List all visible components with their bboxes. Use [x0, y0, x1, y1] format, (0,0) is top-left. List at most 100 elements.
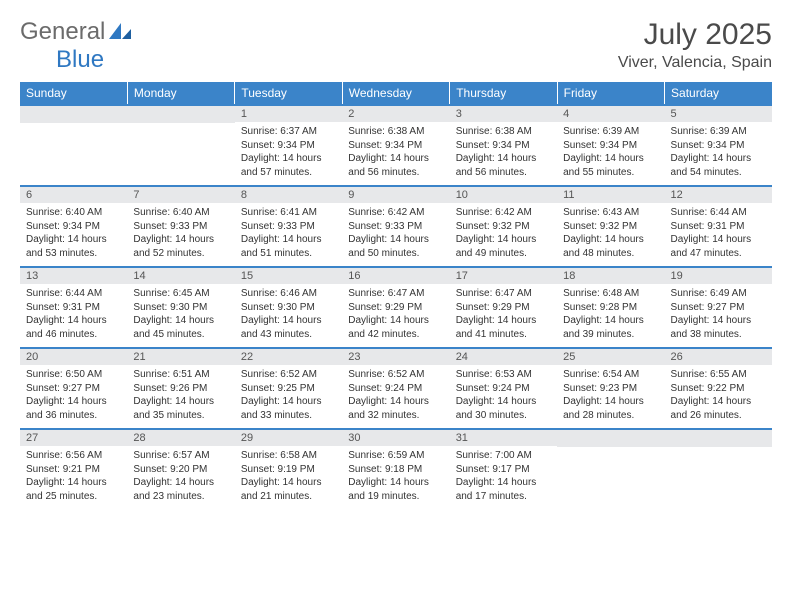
calendar-day-cell — [20, 105, 127, 186]
calendar-day-cell: 27Sunrise: 6:56 AMSunset: 9:21 PMDayligh… — [20, 429, 127, 509]
day-detail: Sunrise: 6:42 AMSunset: 9:33 PMDaylight:… — [342, 203, 449, 266]
weekday-header-row: SundayMondayTuesdayWednesdayThursdayFrid… — [20, 82, 772, 105]
day-number: 10 — [450, 187, 557, 203]
calendar-day-cell: 24Sunrise: 6:53 AMSunset: 9:24 PMDayligh… — [450, 348, 557, 429]
calendar-week-row: 27Sunrise: 6:56 AMSunset: 9:21 PMDayligh… — [20, 429, 772, 509]
calendar-day-cell: 31Sunrise: 7:00 AMSunset: 9:17 PMDayligh… — [450, 429, 557, 509]
day-number: 9 — [342, 187, 449, 203]
day-line: Sunrise: 6:39 AM — [563, 125, 658, 139]
header: GeneralBlue July 2025 Viver, Valencia, S… — [20, 18, 772, 74]
day-number: 18 — [557, 268, 664, 284]
day-line: Sunset: 9:23 PM — [563, 382, 658, 396]
calendar-day-cell: 17Sunrise: 6:47 AMSunset: 9:29 PMDayligh… — [450, 267, 557, 348]
calendar-day-cell: 15Sunrise: 6:46 AMSunset: 9:30 PMDayligh… — [235, 267, 342, 348]
day-detail: Sunrise: 6:47 AMSunset: 9:29 PMDaylight:… — [450, 284, 557, 347]
day-detail: Sunrise: 6:49 AMSunset: 9:27 PMDaylight:… — [665, 284, 772, 347]
day-number: 7 — [127, 187, 234, 203]
day-detail: Sunrise: 6:54 AMSunset: 9:23 PMDaylight:… — [557, 365, 664, 428]
day-detail: Sunrise: 6:50 AMSunset: 9:27 PMDaylight:… — [20, 365, 127, 428]
day-line: Daylight: 14 hours and 19 minutes. — [348, 476, 443, 503]
calendar-day-cell: 6Sunrise: 6:40 AMSunset: 9:34 PMDaylight… — [20, 186, 127, 267]
day-line: Sunset: 9:34 PM — [348, 139, 443, 153]
day-number: 13 — [20, 268, 127, 284]
calendar-day-cell: 28Sunrise: 6:57 AMSunset: 9:20 PMDayligh… — [127, 429, 234, 509]
day-line: Sunset: 9:22 PM — [671, 382, 766, 396]
day-line: Sunrise: 6:43 AM — [563, 206, 658, 220]
day-line: Daylight: 14 hours and 53 minutes. — [26, 233, 121, 260]
day-line: Sunset: 9:32 PM — [563, 220, 658, 234]
day-number: 29 — [235, 430, 342, 446]
day-line: Daylight: 14 hours and 56 minutes. — [456, 152, 551, 179]
day-line: Daylight: 14 hours and 48 minutes. — [563, 233, 658, 260]
day-line: Daylight: 14 hours and 25 minutes. — [26, 476, 121, 503]
day-number: 12 — [665, 187, 772, 203]
day-number: 11 — [557, 187, 664, 203]
day-detail: Sunrise: 6:40 AMSunset: 9:34 PMDaylight:… — [20, 203, 127, 266]
day-line: Daylight: 14 hours and 55 minutes. — [563, 152, 658, 179]
day-line: Sunset: 9:26 PM — [133, 382, 228, 396]
day-number: 21 — [127, 349, 234, 365]
day-line: Sunset: 9:33 PM — [241, 220, 336, 234]
day-line: Sunrise: 6:40 AM — [133, 206, 228, 220]
weekday-header: Wednesday — [342, 82, 449, 105]
calendar-week-row: 1Sunrise: 6:37 AMSunset: 9:34 PMDaylight… — [20, 105, 772, 186]
day-line: Sunset: 9:31 PM — [26, 301, 121, 315]
day-detail: Sunrise: 6:53 AMSunset: 9:24 PMDaylight:… — [450, 365, 557, 428]
calendar-day-cell: 8Sunrise: 6:41 AMSunset: 9:33 PMDaylight… — [235, 186, 342, 267]
day-number — [127, 106, 234, 123]
day-line: Sunrise: 6:38 AM — [456, 125, 551, 139]
day-line: Sunset: 9:25 PM — [241, 382, 336, 396]
day-detail — [127, 123, 234, 183]
logo-text-2: Blue — [20, 46, 104, 73]
day-number: 17 — [450, 268, 557, 284]
day-line: Sunset: 9:20 PM — [133, 463, 228, 477]
calendar-day-cell: 2Sunrise: 6:38 AMSunset: 9:34 PMDaylight… — [342, 105, 449, 186]
day-line: Sunrise: 6:44 AM — [671, 206, 766, 220]
day-number: 8 — [235, 187, 342, 203]
day-line: Sunset: 9:24 PM — [456, 382, 551, 396]
logo-sail-icon — [107, 21, 133, 46]
calendar-table: SundayMondayTuesdayWednesdayThursdayFrid… — [20, 82, 772, 509]
day-line: Sunrise: 6:42 AM — [456, 206, 551, 220]
day-line: Daylight: 14 hours and 36 minutes. — [26, 395, 121, 422]
calendar-day-cell: 4Sunrise: 6:39 AMSunset: 9:34 PMDaylight… — [557, 105, 664, 186]
calendar-day-cell: 30Sunrise: 6:59 AMSunset: 9:18 PMDayligh… — [342, 429, 449, 509]
weekday-header: Saturday — [665, 82, 772, 105]
day-line: Sunset: 9:34 PM — [456, 139, 551, 153]
day-line: Sunset: 9:30 PM — [241, 301, 336, 315]
day-detail: Sunrise: 6:41 AMSunset: 9:33 PMDaylight:… — [235, 203, 342, 266]
day-line: Sunrise: 6:44 AM — [26, 287, 121, 301]
day-line: Sunrise: 6:38 AM — [348, 125, 443, 139]
day-line: Daylight: 14 hours and 33 minutes. — [241, 395, 336, 422]
calendar-day-cell: 11 Sunrise: 6:43 AMSunset: 9:32 PMDayligh… — [557, 186, 664, 267]
day-number: 24 — [450, 349, 557, 365]
day-number: 15 — [235, 268, 342, 284]
day-line: Daylight: 14 hours and 39 minutes. — [563, 314, 658, 341]
day-detail: Sunrise: 6:46 AMSunset: 9:30 PMDaylight:… — [235, 284, 342, 347]
calendar-week-row: 6Sunrise: 6:40 AMSunset: 9:34 PMDaylight… — [20, 186, 772, 267]
day-line: Sunset: 9:30 PM — [133, 301, 228, 315]
day-line: Sunset: 9:27 PM — [671, 301, 766, 315]
day-line: Daylight: 14 hours and 50 minutes. — [348, 233, 443, 260]
day-detail: Sunrise: 6:55 AMSunset: 9:22 PMDaylight:… — [665, 365, 772, 428]
day-line: Daylight: 14 hours and 30 minutes. — [456, 395, 551, 422]
calendar-day-cell: 18 Sunrise: 6:48 AMSunset: 9:28 PMDayligh… — [557, 267, 664, 348]
calendar-day-cell: 1Sunrise: 6:37 AMSunset: 9:34 PMDaylight… — [235, 105, 342, 186]
day-line: Sunrise: 6:46 AM — [241, 287, 336, 301]
calendar-day-cell: 23Sunrise: 6:52 AMSunset: 9:24 PMDayligh… — [342, 348, 449, 429]
day-line: Sunset: 9:17 PM — [456, 463, 551, 477]
day-line: Sunrise: 6:52 AM — [348, 368, 443, 382]
day-line: Sunrise: 6:59 AM — [348, 449, 443, 463]
day-line: Daylight: 14 hours and 52 minutes. — [133, 233, 228, 260]
day-detail: Sunrise: 6:40 AMSunset: 9:33 PMDaylight:… — [127, 203, 234, 266]
day-number — [557, 430, 664, 447]
day-line: Sunrise: 6:40 AM — [26, 206, 121, 220]
weekday-header: Tuesday — [235, 82, 342, 105]
day-line: Sunset: 9:34 PM — [26, 220, 121, 234]
day-line: Sunrise: 7:00 AM — [456, 449, 551, 463]
calendar-day-cell — [557, 429, 664, 509]
day-detail: Sunrise: 6:39 AMSunset: 9:34 PMDaylight:… — [665, 122, 772, 185]
day-line: Sunset: 9:28 PM — [563, 301, 658, 315]
weekday-header: Thursday — [450, 82, 557, 105]
day-line: Sunrise: 6:48 AM — [563, 287, 658, 301]
